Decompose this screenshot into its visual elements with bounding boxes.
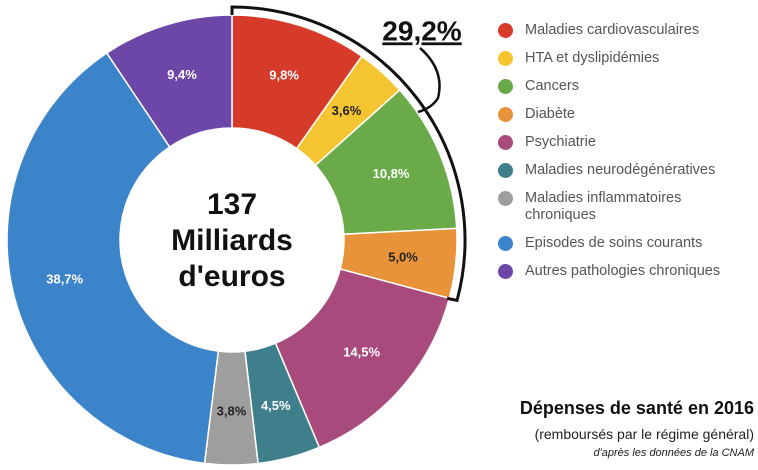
- value-label: 9,4%: [167, 67, 197, 82]
- chart-title: Dépenses de santé en 2016: [519, 398, 754, 418]
- legend-swatch: [498, 191, 513, 206]
- slice: [274, 268, 451, 449]
- legend-swatch: [498, 236, 513, 251]
- center-label: d'euros: [178, 260, 285, 293]
- value-label: 3,6%: [332, 103, 362, 118]
- legend-swatch: [498, 51, 513, 66]
- legend-item: Psychiatrie: [498, 134, 733, 151]
- legend-swatch: [498, 135, 513, 150]
- legend-item: Cancers: [498, 78, 733, 95]
- legend-label: Maladies inflammatoires chroniques: [525, 190, 682, 223]
- slice: [105, 14, 233, 148]
- center-label: Milliards: [171, 224, 293, 257]
- value-label: 3,8%: [217, 403, 247, 418]
- legend-swatch: [498, 264, 513, 279]
- legend-item: Episodes de soins courants: [498, 235, 733, 252]
- legend-label: Maladies cardiovasculaires: [525, 22, 700, 38]
- legend-swatch: [498, 23, 513, 38]
- legend-item: Maladies inflammatoires chroniques: [498, 190, 733, 224]
- legend-label: Maladies neurodégénératives: [525, 162, 716, 178]
- bracket: [230, 5, 467, 303]
- slice: [6, 52, 220, 465]
- value-label: 38,7%: [46, 271, 83, 286]
- legend-label: Psychiatrie: [525, 134, 596, 150]
- legend-item: Maladies neurodégénératives: [498, 162, 733, 179]
- bracket-tip: [417, 47, 441, 114]
- value-label: 4,5%: [261, 398, 291, 413]
- legend-item: Diabète: [498, 106, 733, 123]
- value-label: 14,5%: [343, 344, 380, 359]
- legend-item: HTA et dyslipidémies: [498, 50, 733, 67]
- legend-label: Diabète: [525, 106, 575, 122]
- legend-item: Maladies cardiovasculaires: [498, 22, 733, 39]
- legend-swatch: [498, 163, 513, 178]
- value-label: 5,0%: [388, 249, 418, 264]
- legend-label: Episodes de soins courants: [525, 235, 703, 251]
- legend: Maladies cardiovasculaires HTA et dyslipi…: [498, 22, 733, 291]
- legend-label: HTA et dyslipidémies: [525, 50, 660, 66]
- value-label: 9,8%: [269, 68, 299, 83]
- source: d'après les données de la CNAM: [593, 447, 754, 459]
- annotation: 29,2%: [382, 15, 461, 46]
- legend-item: Autres pathologies chroniques: [498, 263, 733, 280]
- legend-label: Cancers: [525, 78, 579, 94]
- center-label: 137: [207, 188, 257, 221]
- legend-swatch: [498, 107, 513, 122]
- subtitle: (remboursés par le régime général): [534, 426, 754, 442]
- value-label: 10,8%: [373, 166, 410, 181]
- legend-label: Autres pathologies chroniques: [525, 263, 721, 279]
- legend-swatch: [498, 79, 513, 94]
